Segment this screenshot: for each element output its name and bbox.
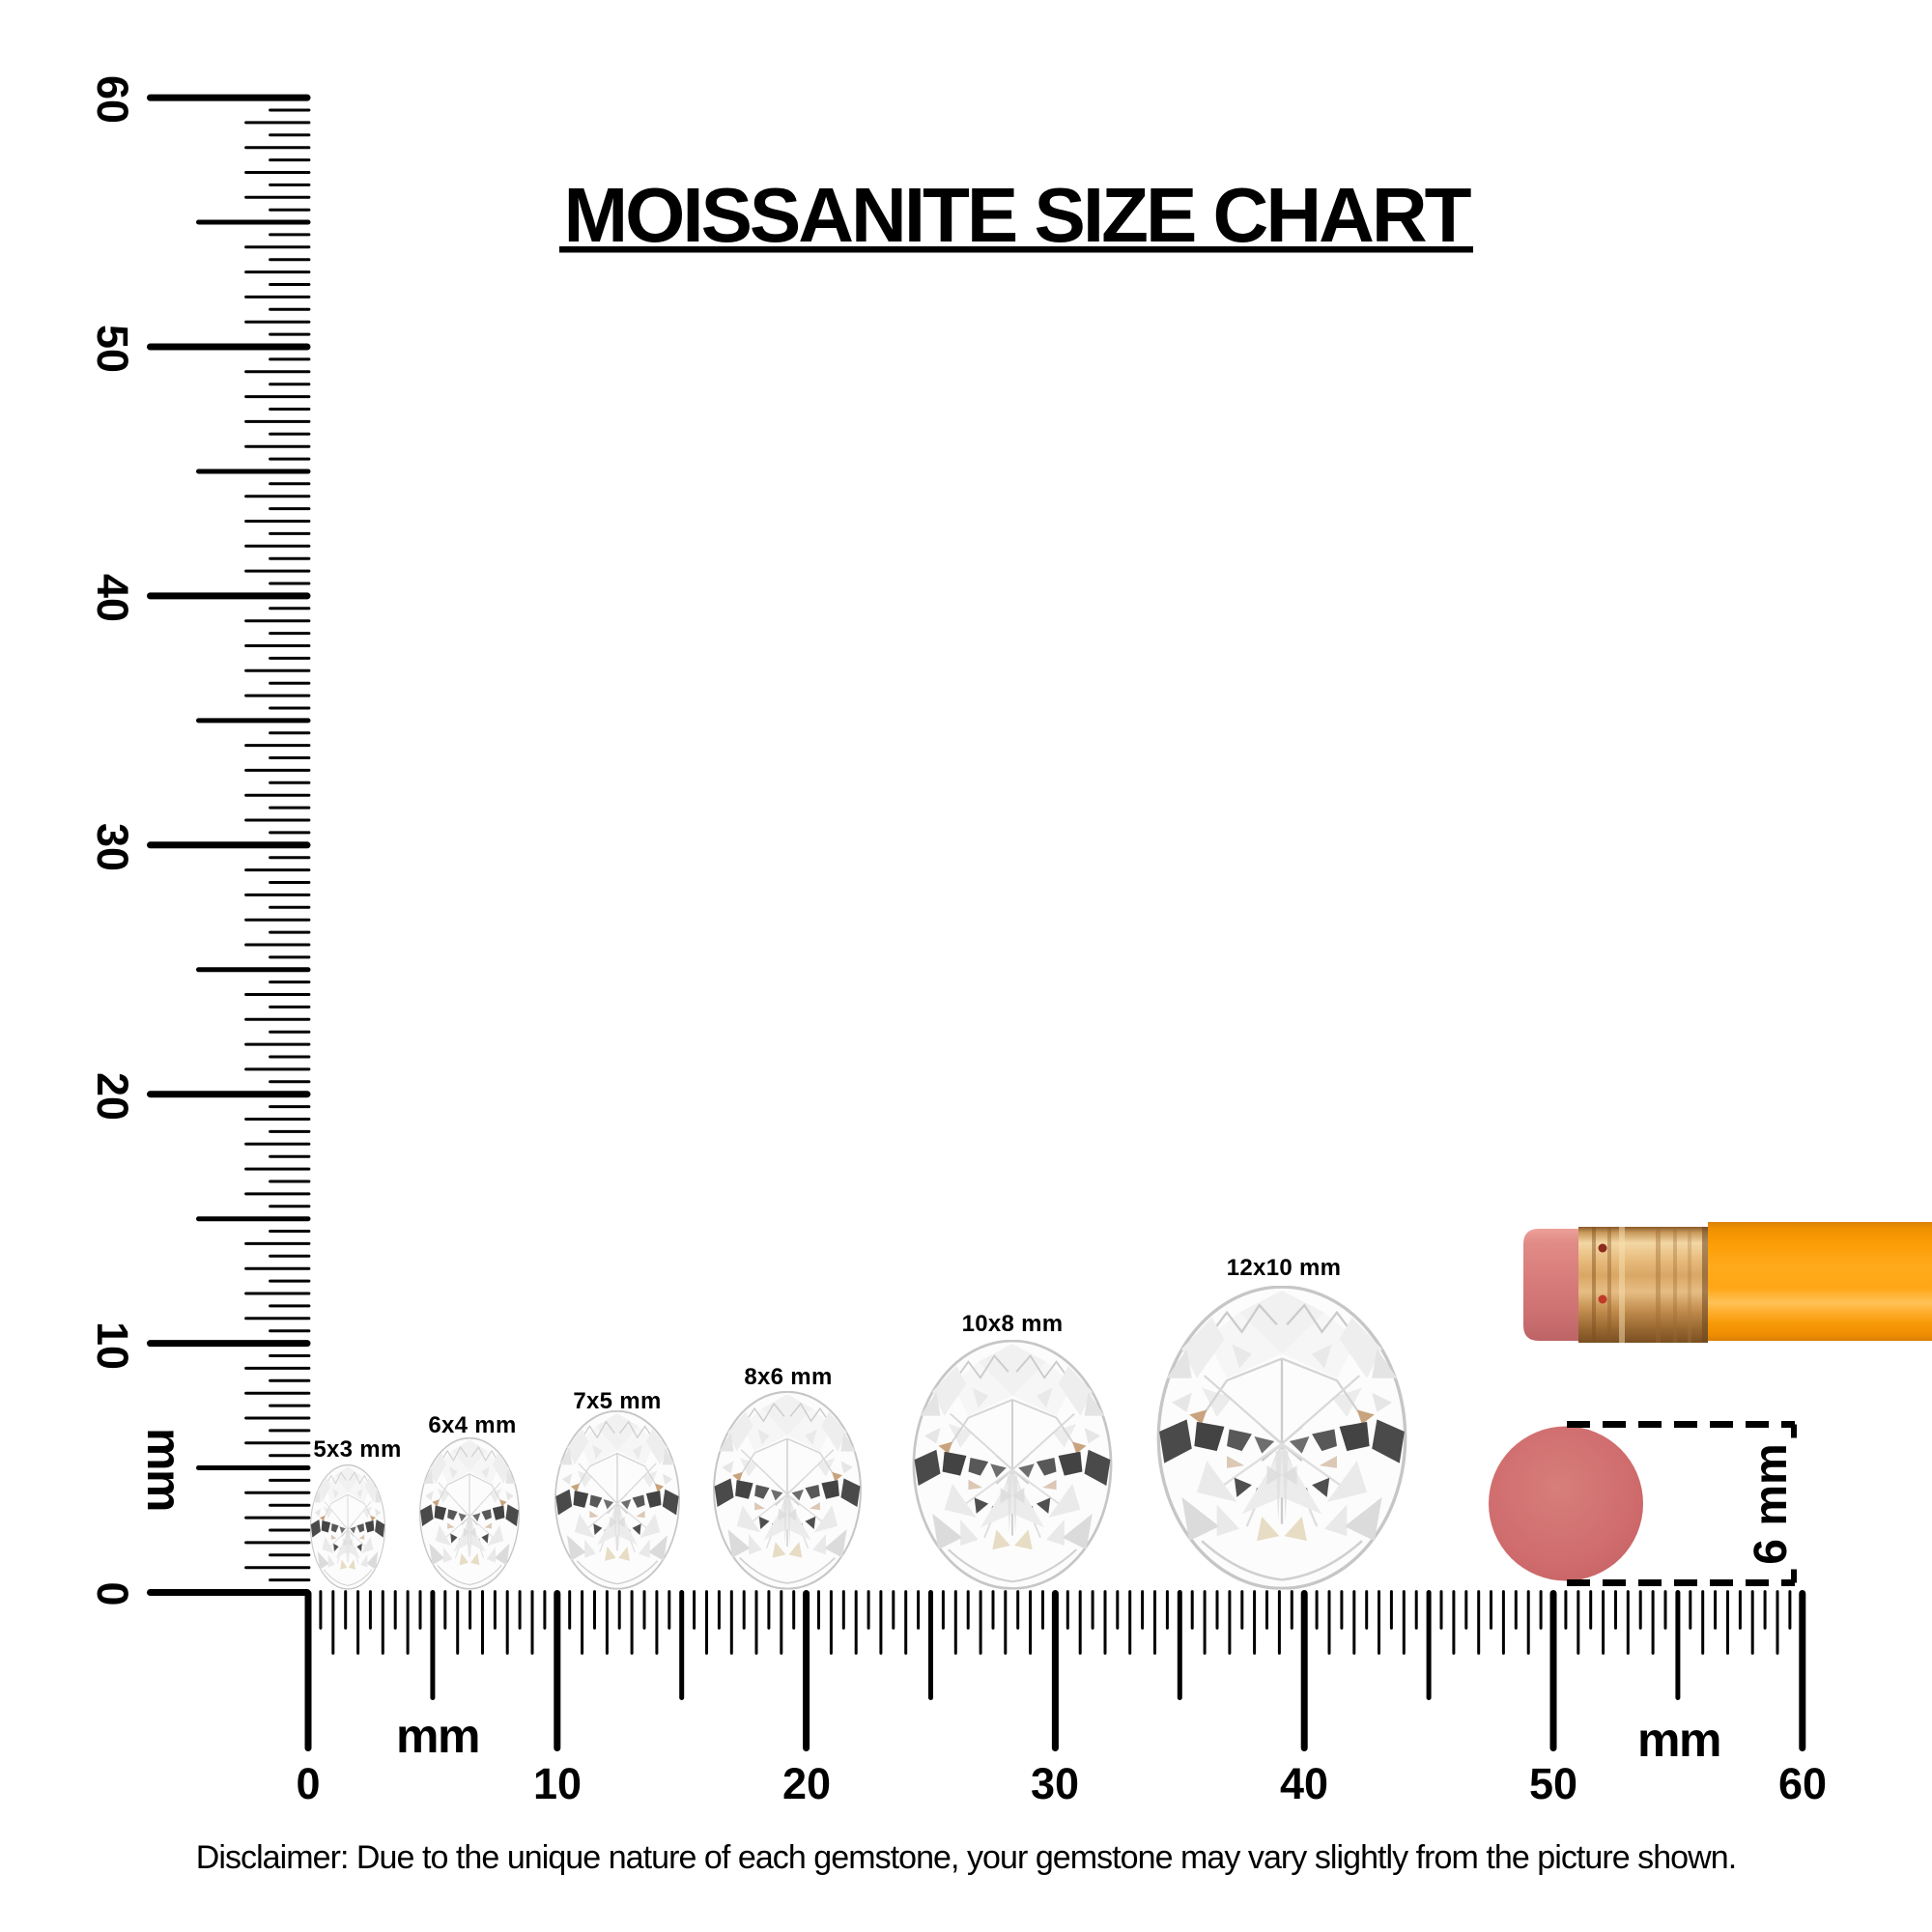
- svg-text:10: 10: [88, 1321, 137, 1370]
- svg-text:20: 20: [782, 1759, 831, 1808]
- svg-text:60: 60: [88, 75, 137, 124]
- svg-text:6 mm: 6 mm: [1746, 1443, 1797, 1564]
- svg-text:mm: mm: [137, 1428, 191, 1511]
- svg-text:12x10 mm: 12x10 mm: [1227, 1255, 1342, 1281]
- svg-text:0: 0: [88, 1581, 137, 1605]
- svg-text:60: 60: [1778, 1759, 1827, 1808]
- svg-text:40: 40: [1280, 1759, 1328, 1808]
- svg-text:40: 40: [88, 574, 137, 622]
- svg-text:50: 50: [1529, 1759, 1577, 1808]
- svg-text:6x4 mm: 6x4 mm: [428, 1412, 516, 1438]
- svg-text:20: 20: [88, 1072, 137, 1121]
- svg-text:50: 50: [88, 325, 137, 373]
- svg-text:7x5 mm: 7x5 mm: [573, 1388, 661, 1414]
- svg-text:MOISSANITE SIZE CHART: MOISSANITE SIZE CHART: [563, 172, 1471, 258]
- svg-text:8x6 mm: 8x6 mm: [744, 1364, 832, 1390]
- svg-text:10x8 mm: 10x8 mm: [962, 1311, 1064, 1337]
- svg-text:30: 30: [1031, 1759, 1079, 1808]
- svg-text:mm: mm: [396, 1709, 479, 1763]
- svg-text:0: 0: [296, 1759, 320, 1808]
- svg-text:5x3 mm: 5x3 mm: [313, 1436, 401, 1463]
- svg-text:30: 30: [88, 823, 137, 871]
- svg-text:mm: mm: [1637, 1713, 1720, 1767]
- svg-text:10: 10: [533, 1759, 582, 1808]
- svg-text:Disclaimer: Due to the unique: Disclaimer: Due to the unique nature of …: [196, 1839, 1736, 1876]
